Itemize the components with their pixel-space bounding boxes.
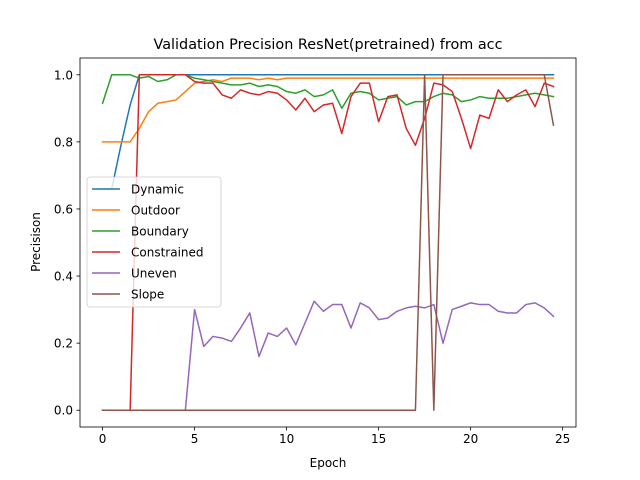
x-axis: 0 5 10 15 20 25 [99, 427, 570, 446]
legend-label-outdoor: Outdoor [131, 204, 180, 218]
legend-label-constrained: Constrained [131, 246, 204, 260]
x-tick-label: 15 [371, 432, 386, 446]
y-tick-label: 0.0 [54, 404, 73, 418]
x-tick-label: 5 [191, 432, 199, 446]
x-tick-label: 20 [463, 432, 478, 446]
plot-frame [79, 57, 577, 428]
chart-title: Validation Precision ResNet(pretrained) … [154, 37, 503, 53]
legend-box [86, 176, 222, 308]
x-tick-label: 10 [279, 432, 294, 446]
legend-label-uneven: Uneven [131, 267, 177, 281]
legend-label-slope: Slope [131, 288, 164, 302]
y-tick-label: 0.8 [54, 135, 73, 149]
series-layer [101, 74, 555, 411]
series-line-slope [101, 74, 555, 411]
y-tick-label: 0.4 [54, 270, 73, 284]
legend-label-boundary: Boundary [131, 225, 189, 239]
y-tick-label: 0.2 [54, 337, 73, 351]
series-line-constrained [101, 74, 555, 411]
x-axis-label: Epoch [310, 456, 347, 470]
legend: Dynamic Outdoor Boundary Constrained Uneven S… [86, 176, 222, 308]
series-line-outdoor [101, 77, 555, 143]
y-tick-label: 0.6 [54, 202, 73, 216]
plot-area [79, 57, 577, 428]
x-tick-label: 0 [99, 432, 107, 446]
y-tick-label: 1.0 [54, 68, 73, 82]
y-axis-label: Precisison [29, 212, 43, 272]
y-axis: 0.0 0.2 0.4 0.6 0.8 1.0 [54, 68, 80, 418]
legend-label-dynamic: Dynamic [131, 183, 184, 197]
x-tick-label: 25 [555, 432, 570, 446]
